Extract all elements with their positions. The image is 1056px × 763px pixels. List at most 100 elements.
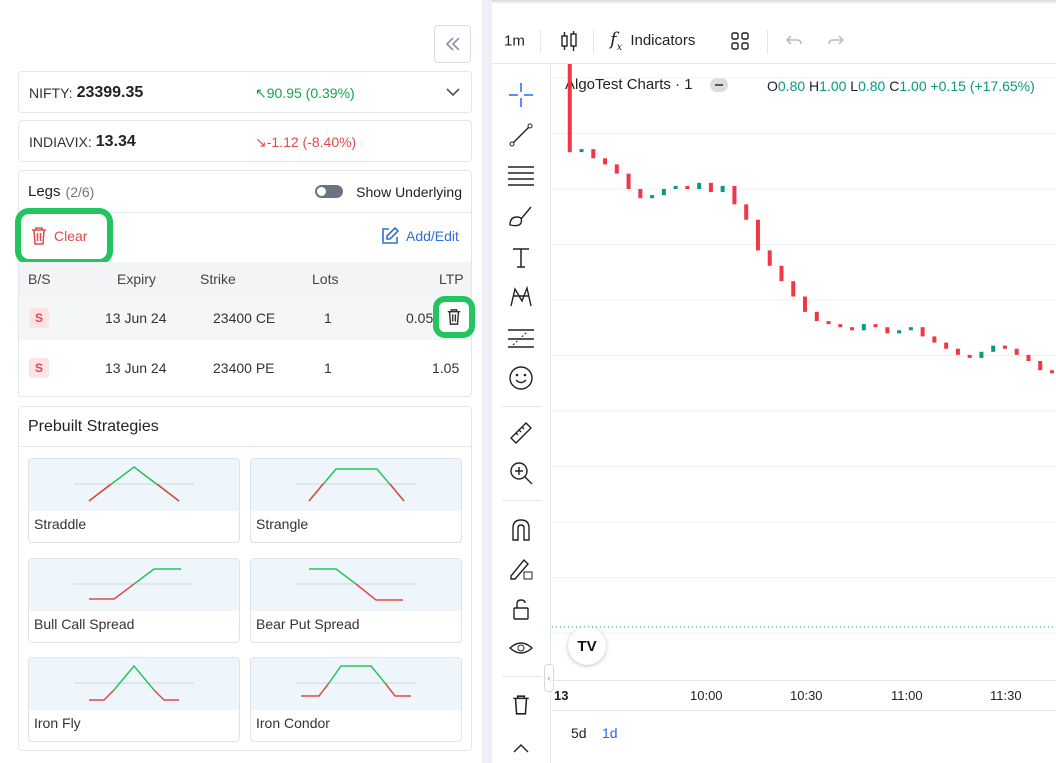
tradingview-logo[interactable]: TV bbox=[568, 627, 606, 665]
expand-tools-button[interactable] bbox=[506, 738, 536, 758]
candle bbox=[767, 250, 772, 266]
index-name: NIFTY: bbox=[29, 85, 73, 101]
candle bbox=[897, 330, 902, 334]
delete-leg-button[interactable] bbox=[433, 296, 475, 338]
legs-count: (2/6) bbox=[65, 183, 95, 200]
candle bbox=[591, 149, 596, 159]
strategy-straddle[interactable]: Straddle bbox=[28, 458, 240, 543]
chart-legend: AlgoTest Charts · 1 bbox=[565, 76, 728, 93]
time-axis[interactable]: 13 10:00 10:30 11:00 11:30 bbox=[552, 680, 1056, 710]
fib-tool[interactable] bbox=[506, 160, 536, 190]
candle bbox=[744, 204, 749, 220]
prebuilt-title: Prebuilt Strategies bbox=[19, 407, 471, 447]
indicators-button[interactable]: fx Indicators bbox=[610, 29, 695, 53]
payoff-icon bbox=[296, 468, 416, 502]
chevron-up-icon bbox=[513, 744, 529, 753]
lock-drawing-tool[interactable] bbox=[506, 554, 536, 584]
symbol-label[interactable]: AlgoTest Charts · 1 bbox=[565, 76, 693, 93]
strategy-bull-call-spread[interactable]: Bull Call Spread bbox=[28, 558, 240, 643]
undo-icon bbox=[785, 34, 802, 45]
clear-button[interactable]: Clear bbox=[30, 226, 87, 246]
sell-badge[interactable]: S bbox=[29, 358, 49, 378]
sell-badge[interactable]: S bbox=[29, 308, 49, 328]
candle bbox=[826, 321, 831, 325]
add-edit-button[interactable]: Add/Edit bbox=[380, 226, 459, 246]
panel-resize-handle[interactable]: ‹ bbox=[544, 664, 554, 692]
panel-divider[interactable] bbox=[482, 0, 492, 763]
candle bbox=[720, 185, 725, 193]
drawing-toolbar bbox=[492, 64, 551, 763]
index-change: ↘-1.12 (-8.40%) bbox=[255, 133, 357, 150]
measure-tool[interactable] bbox=[506, 418, 536, 448]
candles-icon bbox=[561, 30, 577, 51]
price-chart[interactable] bbox=[552, 64, 1056, 679]
crosshair-tool[interactable] bbox=[506, 80, 536, 110]
time-label: 10:30 bbox=[790, 688, 823, 703]
interval-button[interactable]: 1m bbox=[504, 32, 525, 49]
payoff-icon bbox=[74, 664, 194, 701]
time-label: 11:30 bbox=[990, 688, 1022, 703]
strategy-strangle[interactable]: Strangle bbox=[250, 458, 462, 543]
candle bbox=[908, 327, 913, 331]
remove-drawings-tool[interactable] bbox=[506, 690, 536, 720]
strategy-bear-put-spread[interactable]: Bear Put Spread bbox=[250, 558, 462, 643]
candle bbox=[991, 345, 996, 352]
payoff-icon bbox=[74, 466, 194, 502]
chart-type-button[interactable] bbox=[560, 30, 578, 52]
chevron-down-icon[interactable] bbox=[445, 84, 461, 100]
magnet-tool[interactable] bbox=[506, 514, 536, 544]
ruler-icon bbox=[510, 422, 532, 444]
candle bbox=[732, 185, 737, 205]
pattern-tool[interactable] bbox=[506, 282, 536, 312]
time-label: 10:00 bbox=[690, 688, 723, 703]
brush-icon bbox=[509, 206, 532, 227]
candle bbox=[955, 348, 960, 355]
nifty-card[interactable]: NIFTY: 23399.35 ↖90.95 (0.39%) bbox=[18, 71, 472, 113]
candle bbox=[779, 265, 784, 282]
index-value: 23399.35 bbox=[76, 84, 144, 101]
unlock-icon bbox=[513, 599, 529, 620]
zoom-tool[interactable] bbox=[506, 458, 536, 488]
collapse-panel-button[interactable] bbox=[434, 25, 471, 63]
range-1d-button[interactable]: 1d bbox=[602, 725, 618, 741]
candle bbox=[579, 149, 584, 153]
text-tool[interactable] bbox=[506, 242, 536, 272]
layout-button[interactable] bbox=[730, 31, 750, 51]
candle bbox=[614, 164, 619, 174]
strategy-label: Strangle bbox=[256, 516, 309, 532]
show-underlying-toggle[interactable] bbox=[315, 185, 343, 198]
candle bbox=[626, 173, 631, 189]
lock-tool[interactable] bbox=[506, 594, 536, 624]
lots-cell: 1 bbox=[324, 310, 332, 326]
table-row[interactable]: S 13 Jun 24 23400 PE 1 1.05 bbox=[19, 346, 471, 390]
range-5d-button[interactable]: 5d bbox=[571, 725, 587, 741]
column-lots: Lots bbox=[312, 271, 339, 287]
strategy-label: Iron Fly bbox=[34, 715, 81, 731]
emoji-tool[interactable] bbox=[506, 363, 536, 393]
trend-line-tool[interactable] bbox=[506, 120, 536, 150]
legend-collapse-icon[interactable] bbox=[709, 77, 728, 92]
index-name: INDIAVIX: bbox=[29, 134, 92, 150]
time-label: 13 bbox=[554, 688, 569, 703]
candle bbox=[885, 327, 890, 334]
eye-icon bbox=[508, 642, 534, 654]
column-expiry: Expiry bbox=[117, 271, 156, 287]
forecast-tool[interactable] bbox=[506, 323, 536, 353]
strategy-iron-fly[interactable]: Iron Fly bbox=[28, 657, 240, 742]
text-icon bbox=[513, 248, 529, 268]
left-panel: NIFTY: 23399.35 ↖90.95 (0.39%) INDIAVIX:… bbox=[0, 0, 482, 763]
candle bbox=[650, 195, 655, 199]
candle bbox=[979, 351, 984, 358]
strategy-label: Bull Call Spread bbox=[34, 616, 135, 632]
candle bbox=[861, 324, 866, 331]
redo-button[interactable] bbox=[826, 33, 846, 49]
table-row[interactable]: S 13 Jun 24 23400 CE 1 0.05 bbox=[19, 296, 471, 340]
brush-tool[interactable] bbox=[506, 201, 536, 231]
edit-icon bbox=[382, 226, 400, 244]
visibility-tool[interactable] bbox=[506, 634, 536, 664]
range-bar: 5d 1d bbox=[552, 710, 1056, 763]
crosshair-icon bbox=[509, 83, 533, 107]
strategy-iron-condor[interactable]: Iron Condor bbox=[250, 657, 462, 742]
strategy-label: Iron Condor bbox=[256, 715, 330, 731]
undo-button[interactable] bbox=[784, 33, 804, 49]
